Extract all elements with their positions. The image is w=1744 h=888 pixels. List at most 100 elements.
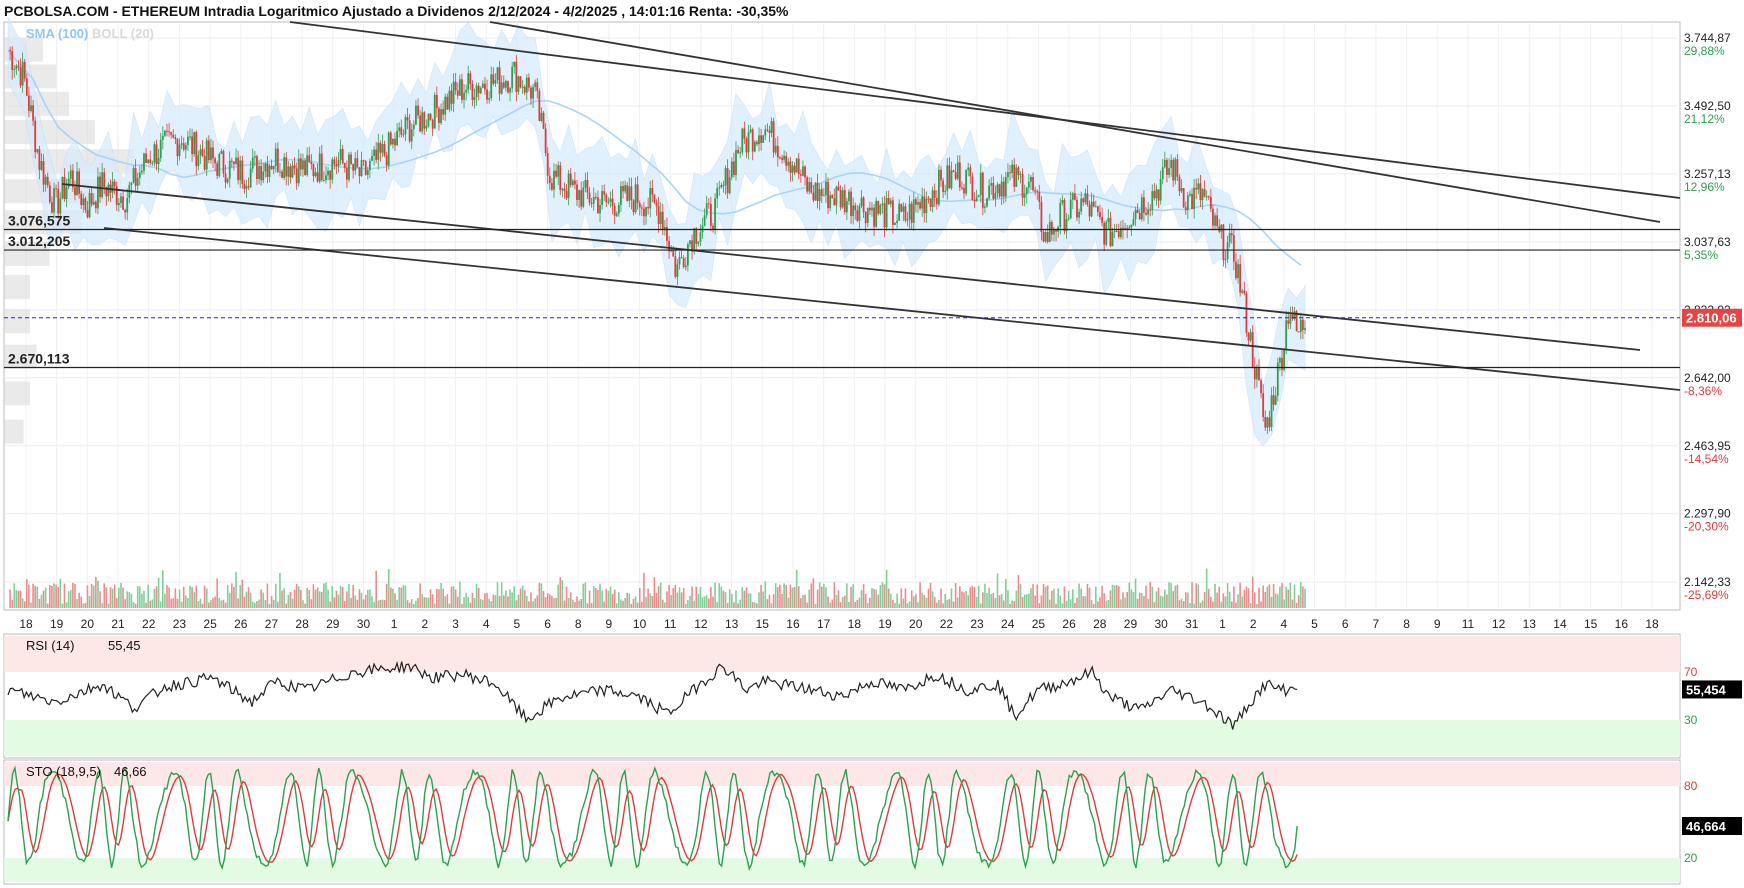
candle-body [235,157,237,164]
candle-body [854,205,857,211]
volume-bar [620,599,622,608]
date-tick-label: 15 [1584,617,1598,631]
volume-bar [241,579,244,608]
volume-bar [505,590,507,608]
volume-bar [624,597,626,608]
volume-bar [413,603,415,608]
oversold-zone [4,720,1680,756]
candle-body [525,77,528,93]
candle-body [195,132,198,167]
volume-bar [1159,595,1162,608]
volume-bar [869,597,871,608]
volume-bar [546,593,549,608]
volume-bar [603,601,606,608]
candle-body [632,200,635,213]
candle-body [53,188,55,213]
volume-bar [762,591,764,608]
volume-bar [484,593,486,608]
candle-body [795,158,798,173]
volume-bar [1274,593,1277,608]
volume-bar [862,584,865,608]
candle-body [1239,264,1242,293]
candle-body [306,155,309,175]
date-tick-label: 17 [817,617,831,631]
volume-bar [1164,589,1166,608]
candle-body [99,176,101,198]
candle-body [1032,177,1034,191]
candle-body [1176,159,1179,177]
candle-body [699,232,702,242]
volume-bar [741,586,744,608]
candle-body [868,207,871,211]
volume-bar [473,598,476,608]
candle-body [628,186,631,201]
candle-body [1117,231,1120,238]
candle-body [1084,193,1087,203]
volume-bar [74,584,76,608]
date-tick-label: 5 [514,617,521,631]
volume-bar [450,586,453,608]
volume-bar [544,597,547,608]
boll-legend: BOLL (20) [92,26,154,41]
volume-bar [1153,601,1156,608]
candle-body [624,185,627,192]
volume-bar [356,599,359,608]
volume-bar [289,591,292,608]
candle-body [425,126,428,129]
volume-bar [1126,591,1128,608]
volume-bar [948,599,951,608]
candle-body [791,165,794,173]
date-tick-label: 31 [1185,617,1199,631]
volume-bar [306,587,308,608]
candle-body [1044,232,1047,242]
volume-bar [488,598,490,608]
volume-bar [760,584,762,608]
volume-bar [352,584,354,608]
volume-bar [30,602,32,608]
volume-bar [440,582,442,608]
candle-body [1120,227,1122,238]
candle-body [312,164,315,177]
volume-bar [1233,586,1235,608]
volume-bar [1277,594,1279,608]
candle-body [958,162,961,188]
candle-body [266,163,269,177]
candle-body [981,172,984,208]
volume-bar [46,603,49,608]
volume-bar [595,588,597,608]
volume-bar [1287,589,1290,608]
volume-bar [498,595,501,608]
date-tick-label: 21 [111,617,125,631]
volume-bar [187,598,189,608]
candle-body [504,81,507,88]
volume-bar [28,584,30,608]
volume-bar [130,593,133,608]
candle-body [1134,209,1137,220]
candle-body [398,127,401,131]
volume-bar [402,585,405,608]
candle-body [333,159,336,165]
candle-body [626,185,629,201]
volume-bar [362,599,365,608]
candle-body [1019,173,1022,175]
candle-body [733,161,735,175]
volume-bar [228,592,231,608]
volume-bar [136,586,139,608]
volume-bar [998,595,1001,608]
volume-bar [34,585,36,608]
sto-k-line [7,765,1298,871]
volume-bar [511,592,513,608]
date-tick-label: 27 [265,617,279,631]
candle-body [647,207,650,209]
candle-body [889,200,892,205]
candle-body [714,198,716,230]
volume-bar [808,589,811,608]
volume-bar [138,586,141,608]
candle-body [1128,227,1131,229]
volume-bar [358,589,361,608]
volume-bar [731,593,733,608]
volume-bar [1218,586,1221,608]
candle-body [1090,201,1093,217]
candle-body [417,105,419,116]
